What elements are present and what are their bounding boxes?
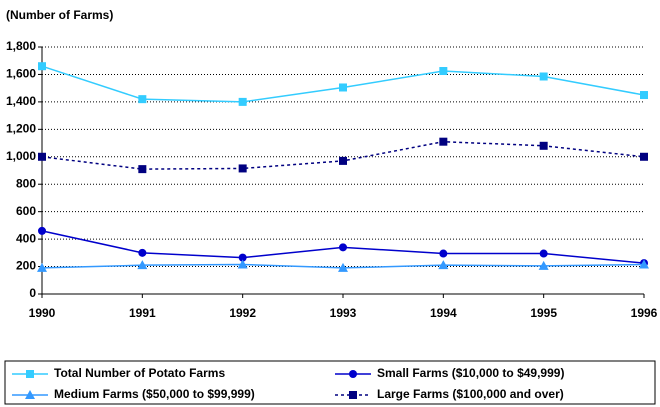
y-tick-label: 800: [16, 176, 36, 190]
point: [639, 259, 649, 269]
point: [38, 226, 46, 235]
point: [339, 243, 347, 252]
legend-label: Total Number of Potato Farms: [54, 366, 225, 380]
point: [338, 262, 348, 272]
legend-marker: [25, 390, 35, 399]
x-tick-label: 1996: [631, 306, 658, 320]
point: [339, 83, 347, 92]
point: [38, 62, 46, 71]
y-tick-label: 400: [16, 231, 36, 245]
point: [539, 141, 548, 150]
point: [237, 259, 248, 269]
point: [37, 262, 47, 272]
point: [538, 260, 549, 270]
point: [138, 165, 147, 174]
y-tick-label: 1,600: [6, 67, 36, 81]
point: [238, 164, 247, 173]
legend-box: [4, 360, 656, 405]
point: [339, 156, 347, 165]
y-tick-label: 1,000: [6, 149, 36, 163]
y-tick-label: 0: [29, 286, 36, 300]
point: [640, 91, 648, 100]
y-tick-label: 600: [16, 204, 36, 218]
y-tick-label: 1,800: [6, 39, 36, 53]
y-axis-label: (Number of Farms): [6, 8, 113, 22]
point: [439, 67, 448, 76]
x-tick-label: 1992: [229, 306, 256, 320]
x-tick-label: 1993: [330, 306, 357, 320]
x-tick-label: 1994: [430, 306, 457, 320]
point: [640, 152, 648, 161]
point: [539, 72, 548, 81]
legend-marker: [26, 370, 34, 378]
point: [539, 249, 548, 258]
point: [439, 137, 448, 146]
point: [138, 95, 147, 104]
x-tick-label: 1991: [129, 306, 156, 320]
x-tick-label: 1990: [29, 306, 56, 320]
legend-label: Large Farms ($100,000 and over): [377, 387, 564, 401]
point: [438, 260, 449, 270]
x-tick-label: 1995: [530, 306, 557, 320]
series-line: [41, 140, 645, 170]
point: [238, 253, 247, 262]
legend-marker: [349, 370, 357, 378]
point: [138, 248, 147, 257]
legend-marker: [349, 391, 357, 399]
point: [137, 260, 148, 270]
legend-label: Small Farms ($10,000 to $49,999): [377, 366, 564, 380]
legend-label: Medium Farms ($50,000 to $99,999): [54, 387, 255, 401]
point: [439, 249, 448, 258]
y-tick-label: 1,400: [6, 94, 36, 108]
y-tick-label: 200: [16, 259, 36, 273]
point: [38, 152, 46, 161]
point: [238, 97, 247, 106]
y-tick-label: 1,200: [6, 122, 36, 136]
